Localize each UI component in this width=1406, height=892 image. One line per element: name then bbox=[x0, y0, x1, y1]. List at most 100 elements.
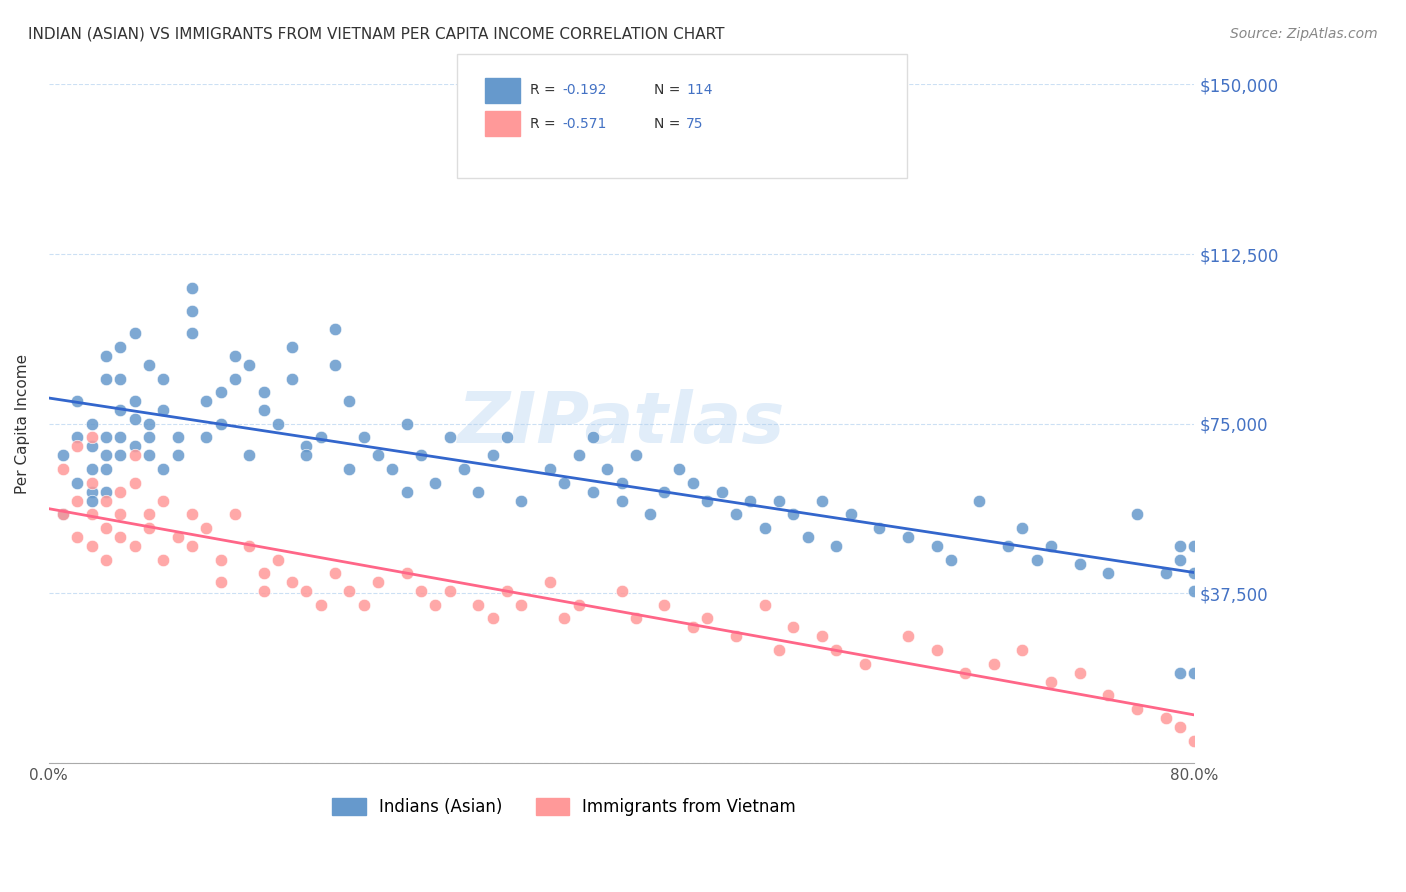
Point bbox=[309, 430, 332, 444]
Text: R =: R = bbox=[530, 117, 560, 131]
Point bbox=[138, 508, 160, 522]
Point bbox=[124, 439, 146, 453]
Point bbox=[1154, 566, 1177, 580]
Point bbox=[1069, 665, 1091, 680]
Point bbox=[510, 493, 533, 508]
Point bbox=[367, 575, 389, 590]
Point bbox=[1069, 557, 1091, 571]
Point bbox=[339, 584, 361, 599]
Point bbox=[1182, 566, 1205, 580]
Point bbox=[66, 475, 89, 490]
Point bbox=[654, 598, 676, 612]
Point bbox=[152, 403, 174, 417]
Point bbox=[80, 539, 103, 553]
Point bbox=[682, 475, 704, 490]
Point bbox=[94, 493, 117, 508]
Point bbox=[453, 462, 475, 476]
Point bbox=[110, 371, 132, 385]
Point bbox=[124, 539, 146, 553]
Text: INDIAN (ASIAN) VS IMMIGRANTS FROM VIETNAM PER CAPITA INCOME CORRELATION CHART: INDIAN (ASIAN) VS IMMIGRANTS FROM VIETNA… bbox=[28, 27, 724, 42]
Point bbox=[80, 493, 103, 508]
Point bbox=[997, 539, 1019, 553]
Point bbox=[567, 598, 589, 612]
Text: ZIPatlas: ZIPatlas bbox=[458, 389, 785, 458]
Point bbox=[181, 539, 204, 553]
Point bbox=[138, 449, 160, 463]
Point bbox=[110, 484, 132, 499]
Point bbox=[110, 403, 132, 417]
Point bbox=[323, 322, 346, 336]
Point bbox=[925, 539, 948, 553]
Point bbox=[295, 584, 318, 599]
Point bbox=[124, 326, 146, 341]
Point bbox=[638, 508, 661, 522]
Point bbox=[740, 493, 762, 508]
Point bbox=[181, 326, 204, 341]
Point bbox=[1126, 702, 1149, 716]
Point bbox=[538, 575, 561, 590]
Point bbox=[510, 598, 533, 612]
Point bbox=[94, 449, 117, 463]
Point bbox=[754, 521, 776, 535]
Point bbox=[80, 475, 103, 490]
Point bbox=[152, 462, 174, 476]
Point bbox=[152, 371, 174, 385]
Text: N =: N = bbox=[654, 83, 685, 97]
Point bbox=[166, 430, 188, 444]
Point bbox=[152, 552, 174, 566]
Point bbox=[209, 552, 232, 566]
Point bbox=[94, 552, 117, 566]
Point bbox=[811, 629, 834, 643]
Point bbox=[768, 493, 790, 508]
Point bbox=[323, 358, 346, 372]
Point bbox=[224, 508, 246, 522]
Point bbox=[825, 643, 848, 657]
Point bbox=[1182, 665, 1205, 680]
Point bbox=[624, 449, 647, 463]
Point bbox=[1097, 688, 1119, 702]
Point bbox=[610, 493, 633, 508]
Point bbox=[682, 620, 704, 634]
Point bbox=[52, 508, 75, 522]
Point bbox=[339, 462, 361, 476]
Point bbox=[166, 530, 188, 544]
Point bbox=[1168, 665, 1191, 680]
Point bbox=[209, 417, 232, 431]
Point bbox=[94, 484, 117, 499]
Point bbox=[439, 584, 461, 599]
Point bbox=[195, 394, 218, 409]
Point bbox=[238, 539, 260, 553]
Point bbox=[953, 665, 976, 680]
Point bbox=[195, 430, 218, 444]
Point bbox=[1168, 552, 1191, 566]
Text: Source: ZipAtlas.com: Source: ZipAtlas.com bbox=[1230, 27, 1378, 41]
Point bbox=[409, 449, 432, 463]
Point bbox=[52, 449, 75, 463]
Point bbox=[553, 611, 575, 625]
Point bbox=[696, 611, 718, 625]
Point bbox=[496, 430, 519, 444]
Point bbox=[409, 584, 432, 599]
Point bbox=[725, 629, 748, 643]
Point bbox=[138, 417, 160, 431]
Point bbox=[52, 508, 75, 522]
Y-axis label: Per Capita Income: Per Capita Income bbox=[15, 354, 30, 494]
Point bbox=[768, 643, 790, 657]
Point bbox=[94, 430, 117, 444]
Point bbox=[124, 449, 146, 463]
Point bbox=[710, 484, 733, 499]
Point bbox=[395, 417, 418, 431]
Point bbox=[66, 530, 89, 544]
Point bbox=[1040, 539, 1063, 553]
Point bbox=[725, 508, 748, 522]
Point bbox=[110, 530, 132, 544]
Point bbox=[281, 575, 304, 590]
Point bbox=[582, 430, 605, 444]
Point bbox=[1040, 674, 1063, 689]
Point bbox=[252, 584, 274, 599]
Point bbox=[1182, 733, 1205, 747]
Point bbox=[467, 598, 489, 612]
Point bbox=[80, 508, 103, 522]
Point bbox=[252, 385, 274, 400]
Point bbox=[80, 439, 103, 453]
